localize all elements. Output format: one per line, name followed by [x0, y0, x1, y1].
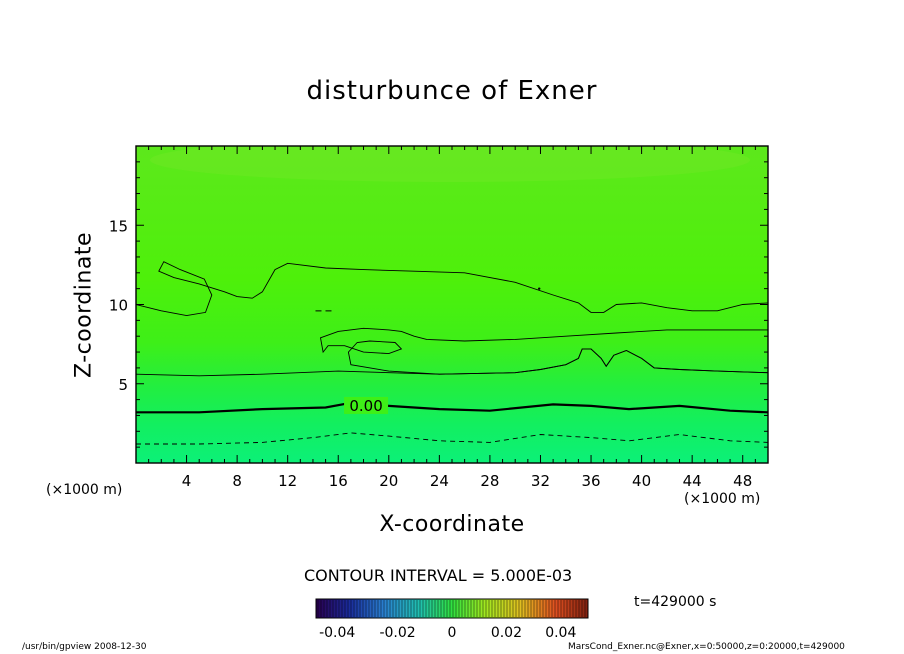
x-tick-label: 4	[182, 472, 192, 490]
colorbar-tick-label: 0.04	[545, 625, 576, 641]
x-tick-label: 40	[632, 472, 651, 490]
colorbar-tick-label: -0.02	[379, 625, 415, 641]
contour-small-features	[315, 287, 541, 312]
x-axis-unit-right: (×1000 m)	[684, 491, 761, 507]
y-axis-ticks: 5 10 15	[109, 145, 768, 464]
x-axis-ticks: 4 8 12 16 20 24 28 32 36 40 44 48	[135, 146, 769, 490]
colorbar-stripes	[317, 600, 586, 617]
footer-command: /usr/bin/gpview 2008-12-30	[22, 642, 147, 652]
contour-lines	[136, 261, 768, 445]
contour-interval-label: CONTOUR INTERVAL = 5.000E-03	[304, 566, 573, 585]
colorbar-tick-label: 0	[448, 625, 457, 641]
x-tick-label: 8	[232, 472, 242, 490]
time-label: t=429000 s	[634, 594, 717, 610]
x-tick-label: 48	[733, 472, 752, 490]
x-tick-label: 12	[278, 472, 297, 490]
plot-shading	[150, 146, 750, 182]
y-axis-label: Z-coordinate	[71, 232, 97, 378]
contour-line-positive	[319, 327, 768, 375]
x-axis-label: X-coordinate	[379, 512, 525, 537]
contour-line-zero	[136, 401, 768, 414]
x-tick-label: 36	[581, 472, 600, 490]
x-tick-label: 20	[379, 472, 398, 490]
x-axis-unit-left: (×1000 m)	[46, 482, 123, 498]
y-tick-label: 10	[109, 297, 128, 315]
colorbar-tick-label: 0.02	[491, 625, 522, 641]
colorbar-tick-label: -0.04	[319, 625, 355, 641]
contour-label-gap	[344, 396, 389, 414]
x-tick-label: 16	[329, 472, 348, 490]
x-tick-label: 28	[480, 472, 499, 490]
colorbar-tick-labels: -0.04 -0.02 0 0.02 0.04	[319, 625, 576, 641]
y-tick-label: 5	[118, 376, 128, 394]
contour-label: 0.00	[349, 397, 382, 415]
contour-line-positive	[136, 261, 768, 317]
plot-background	[136, 146, 768, 463]
x-tick-label: 32	[531, 472, 550, 490]
contour-feature-dot	[538, 287, 541, 290]
chart-title: disturbunce of Exner	[306, 76, 598, 106]
y-tick-label: 15	[109, 217, 128, 235]
x-tick-label: 44	[683, 472, 702, 490]
footer-source: MarsCond_Exner.nc@Exner,x=0:50000,z=0:20…	[568, 642, 845, 652]
x-tick-label: 24	[430, 472, 449, 490]
colorbar-frame	[315, 598, 589, 619]
